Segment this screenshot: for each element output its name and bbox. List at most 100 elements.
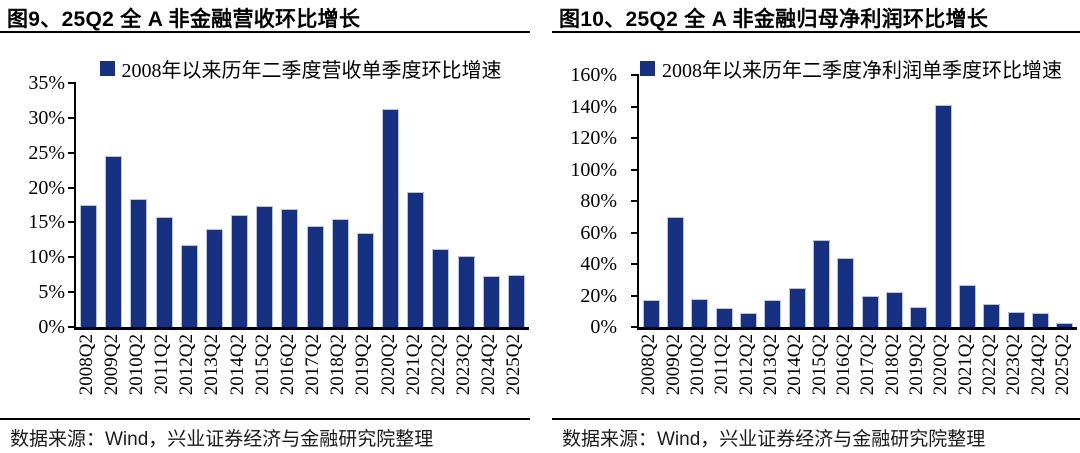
legend-swatch-icon xyxy=(99,60,115,76)
y-axis-tick xyxy=(68,221,76,224)
x-axis-label: 2015Q2 xyxy=(808,334,830,396)
y-axis-label: 20% xyxy=(580,284,617,307)
bar-2008Q2 xyxy=(80,205,98,327)
y-axis-tick xyxy=(631,74,639,76)
y-axis-label: 40% xyxy=(580,253,617,275)
bar-2009Q2 xyxy=(667,216,684,327)
y-axis-tick xyxy=(68,291,76,294)
y-axis-label: 25% xyxy=(28,141,65,164)
legend-label: 2008年以来历年二季度营收单季度环比增速 xyxy=(121,59,502,82)
bar-2020Q2 xyxy=(934,104,952,327)
legend-label: 2008年以来历年二季度净利润单季度环比增速 xyxy=(662,59,1062,82)
figure-title: 图9、25Q2 全 A 非金融营收环比增长 xyxy=(7,8,361,31)
bar-2017Q2 xyxy=(861,295,879,327)
chart-legend: 2008年以来历年二季度净利润单季度环比增速 xyxy=(632,54,1070,82)
bar-2012Q2 xyxy=(180,244,198,327)
bar-2011Q2 xyxy=(715,308,733,327)
bar-2022Q2 xyxy=(983,304,1001,327)
x-axis-label: 2021Q2 xyxy=(954,334,976,396)
bar-2020Q2 xyxy=(382,108,400,327)
x-axis-label: 2009Q2 xyxy=(662,334,684,396)
x-axis-label: 2024Q2 xyxy=(478,334,500,396)
bar-2025Q2 xyxy=(507,274,525,327)
y-axis-tick xyxy=(68,256,76,259)
x-axis-label: 2025Q2 xyxy=(503,334,525,396)
source-note: 数据来源：Wind，兴业证券经济与金融研究院整理 xyxy=(562,429,986,450)
y-axis-tick xyxy=(631,168,639,171)
x-axis-label: 2017Q2 xyxy=(857,334,879,396)
y-axis-tick xyxy=(68,116,76,119)
x-axis-label: 2010Q2 xyxy=(686,334,708,396)
y-axis-label: 5% xyxy=(38,281,65,304)
bar-2023Q2 xyxy=(1007,312,1025,327)
y-axis-tick xyxy=(631,263,639,265)
figure-panel-net-profit: 图10、25Q2 全 A 非金融归母净利润环比增长 2008年以来历年二季度净利… xyxy=(552,0,1080,453)
y-axis-label: 140% xyxy=(570,95,617,118)
bar-2013Q2 xyxy=(205,228,223,327)
plot-area xyxy=(68,82,529,330)
bar-2022Q2 xyxy=(432,248,450,327)
x-axis-label: 2025Q2 xyxy=(1051,334,1073,396)
x-axis-label: 2023Q2 xyxy=(453,334,475,396)
footer-divider xyxy=(0,418,530,420)
chart-legend: 2008年以来历年二季度营收单季度环比增速 xyxy=(74,54,527,82)
x-axis-label: 2013Q2 xyxy=(759,334,781,396)
bar-2008Q2 xyxy=(642,300,660,327)
x-axis-label: 2020Q2 xyxy=(377,334,399,396)
x-axis-label: 2008Q2 xyxy=(75,334,97,396)
x-axis-label: 2013Q2 xyxy=(201,334,223,396)
x-axis-label: 2011Q2 xyxy=(711,334,733,395)
bar-2015Q2 xyxy=(256,205,274,327)
x-axis-label: 2023Q2 xyxy=(1003,334,1025,396)
y-axis-tick xyxy=(631,326,639,328)
bar-2011Q2 xyxy=(155,216,173,327)
bar-2025Q2 xyxy=(1056,323,1074,327)
y-axis-tick xyxy=(68,151,76,154)
y-axis-tick xyxy=(68,186,76,189)
bar-2016Q2 xyxy=(837,257,855,327)
x-axis-label: 2014Q2 xyxy=(226,334,248,396)
bar-2021Q2 xyxy=(407,191,425,327)
x-axis-label: 2009Q2 xyxy=(100,334,122,396)
bar-2012Q2 xyxy=(740,312,757,327)
y-axis-label: 10% xyxy=(28,246,65,269)
x-axis-label: 2018Q2 xyxy=(881,334,903,396)
bar-2019Q2 xyxy=(356,232,374,327)
title-underline xyxy=(0,31,530,33)
y-axis-label: 30% xyxy=(28,106,65,129)
y-axis-label: 0% xyxy=(38,316,65,338)
y-axis-label: 0% xyxy=(590,316,617,338)
plot-area xyxy=(631,74,1077,330)
y-axis-label: 15% xyxy=(28,211,65,234)
x-axis-label: 2012Q2 xyxy=(735,334,757,396)
x-axis-label: 2010Q2 xyxy=(125,334,147,396)
x-axis-label: 2017Q2 xyxy=(302,334,324,396)
bar-2019Q2 xyxy=(910,307,928,327)
bar-2024Q2 xyxy=(482,276,500,327)
x-axis-label: 2011Q2 xyxy=(151,334,173,395)
y-axis-label: 100% xyxy=(570,158,617,181)
bar-2015Q2 xyxy=(813,240,830,327)
bar-2013Q2 xyxy=(764,300,782,327)
x-axis-label: 2022Q2 xyxy=(978,334,1000,396)
y-axis-tick xyxy=(631,231,639,234)
y-axis-tick xyxy=(631,137,639,139)
bar-2017Q2 xyxy=(306,225,324,327)
bar-2024Q2 xyxy=(1032,312,1049,327)
figure-panel-revenue: 图9、25Q2 全 A 非金融营收环比增长 2008年以来历年二季度营收单季度环… xyxy=(0,0,530,453)
x-axis-label: 2019Q2 xyxy=(352,334,374,396)
bar-2010Q2 xyxy=(130,199,148,327)
x-axis-label: 2012Q2 xyxy=(176,334,198,396)
bar-2023Q2 xyxy=(457,255,475,327)
y-axis-label: 20% xyxy=(28,176,65,199)
y-axis-label: 60% xyxy=(580,221,617,244)
y-axis-tick xyxy=(631,200,639,202)
x-axis-label: 2024Q2 xyxy=(1027,334,1049,396)
x-axis-label: 2008Q2 xyxy=(638,334,660,396)
x-axis-label: 2021Q2 xyxy=(402,334,424,396)
x-axis-label: 2020Q2 xyxy=(930,334,952,396)
y-axis-label: 120% xyxy=(570,127,617,149)
x-axis-label: 2016Q2 xyxy=(276,334,298,396)
y-axis-label: 35% xyxy=(28,72,65,94)
x-axis-label: 2019Q2 xyxy=(905,334,927,396)
